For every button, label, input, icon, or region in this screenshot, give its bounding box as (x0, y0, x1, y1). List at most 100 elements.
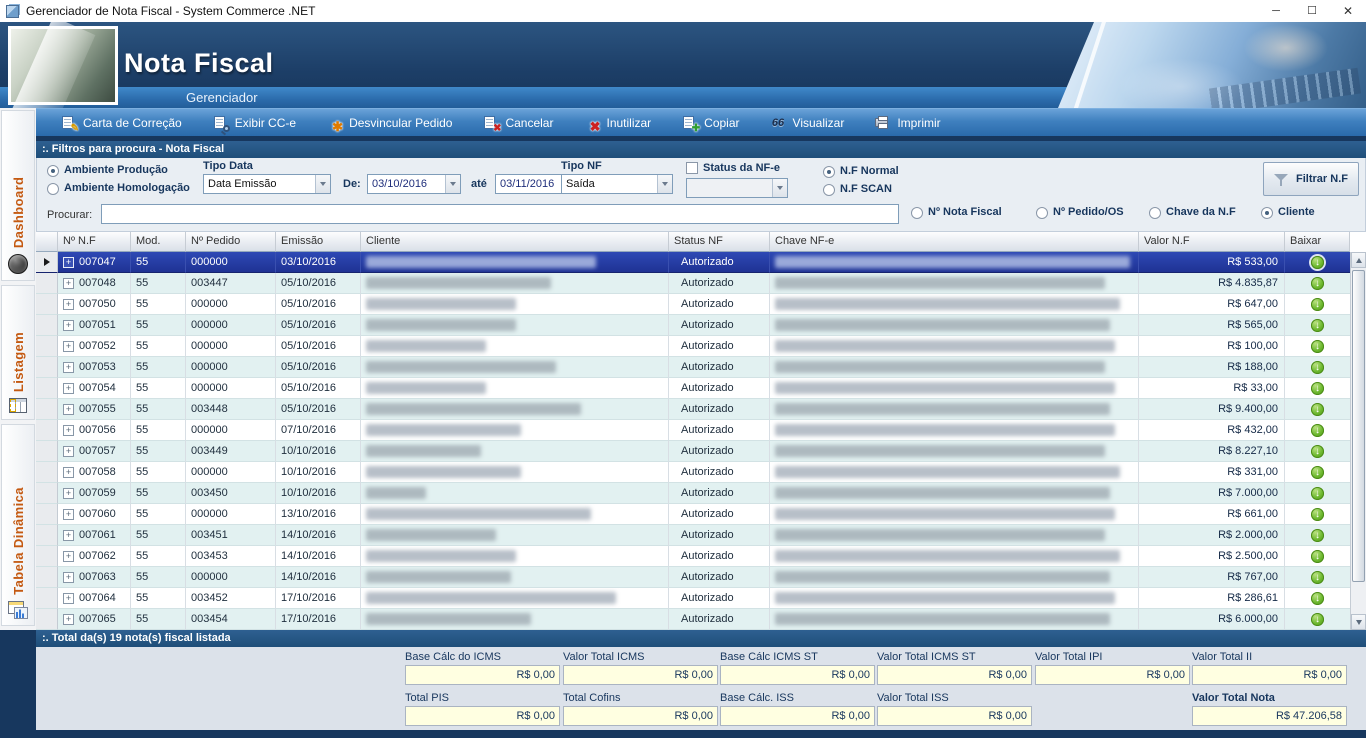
toolbar-button-inutilizar[interactable]: ✖ Inutilizar (575, 112, 663, 134)
radio-search-nota-fiscal[interactable] (911, 207, 923, 219)
chevron-down-icon[interactable] (315, 175, 330, 193)
toolbar-button-copiar[interactable]: ✚ Copiar (673, 112, 751, 134)
download-icon[interactable] (1311, 444, 1324, 458)
column-header-4[interactable]: Emissão (276, 232, 361, 252)
radio-search-chave-nf[interactable] (1149, 207, 1161, 219)
chevron-down-icon[interactable] (445, 175, 460, 193)
radio-search-cliente[interactable] (1261, 207, 1273, 219)
expand-icon[interactable] (63, 361, 74, 373)
download-icon[interactable] (1311, 528, 1324, 542)
radio-nf-normal[interactable] (823, 166, 835, 178)
toolbar-button-desvincular-pedido[interactable]: ✱ Desvincular Pedido (318, 112, 464, 134)
download-icon[interactable] (1311, 612, 1324, 626)
maximize-icon[interactable]: ☐ (1307, 5, 1317, 17)
expand-icon[interactable] (63, 424, 74, 436)
scroll-down-icon[interactable] (1351, 614, 1366, 630)
toolbar-button-exibir-cce[interactable]: Exibir CC-e (204, 112, 308, 134)
download-icon[interactable] (1311, 276, 1324, 290)
close-icon[interactable]: ✕ (1342, 4, 1354, 18)
vertical-scrollbar[interactable] (1350, 252, 1366, 630)
expand-icon[interactable] (63, 382, 74, 394)
download-icon[interactable] (1311, 570, 1324, 584)
radio-search-pedido-os[interactable] (1036, 207, 1048, 219)
column-header-2[interactable]: Mod. (131, 232, 186, 252)
date-from-select[interactable]: 03/10/2016 (367, 174, 461, 194)
column-header-0[interactable] (36, 232, 58, 252)
download-icon[interactable] (1311, 549, 1324, 563)
expand-icon[interactable] (63, 340, 74, 352)
toolbar-button-carta-de-correcao[interactable]: ✎ Carta de Correção (52, 112, 194, 134)
expand-icon[interactable] (63, 466, 74, 478)
toolbar-button-imprimir[interactable]: Imprimir (866, 112, 952, 134)
chevron-down-icon[interactable] (772, 179, 787, 197)
column-header-7[interactable]: Chave NF-e (770, 232, 1139, 252)
download-icon[interactable] (1311, 381, 1324, 395)
minimize-icon[interactable]: ─ (1272, 5, 1280, 17)
expand-icon[interactable] (63, 487, 74, 499)
expand-icon[interactable] (63, 445, 74, 457)
expand-icon[interactable] (63, 319, 74, 331)
download-icon[interactable] (1311, 465, 1324, 479)
expand-icon[interactable] (63, 403, 74, 415)
scroll-up-icon[interactable] (1351, 252, 1366, 268)
download-icon[interactable] (1311, 591, 1324, 605)
chevron-down-icon[interactable] (657, 175, 672, 193)
download-icon[interactable] (1311, 339, 1324, 353)
download-icon[interactable] (1311, 402, 1324, 416)
expand-icon[interactable] (63, 571, 74, 583)
expand-icon[interactable] (63, 550, 74, 562)
expand-icon[interactable] (63, 529, 74, 541)
toolbar-button-visualizar[interactable]: 66 Visualizar (762, 112, 857, 134)
expand-icon[interactable] (63, 613, 74, 625)
filtrar-nf-button[interactable]: Filtrar N.F (1263, 162, 1359, 196)
sidebar-tab-dashboard[interactable]: Dashboard (1, 110, 35, 282)
procurar-input[interactable] (101, 204, 899, 224)
radio-nf-scan[interactable] (823, 184, 835, 196)
column-header-3[interactable]: Nº Pedido (186, 232, 276, 252)
tipo-nf-select[interactable]: Saída (561, 174, 673, 194)
column-header-9[interactable]: Baixar (1285, 232, 1350, 252)
status-nfe-checkbox[interactable] (686, 162, 698, 174)
download-icon[interactable] (1311, 255, 1324, 269)
download-icon[interactable] (1311, 486, 1324, 500)
column-header-8[interactable]: Valor N.F (1139, 232, 1285, 252)
download-icon[interactable] (1311, 360, 1324, 374)
column-header-5[interactable]: Cliente (361, 232, 669, 252)
sidebar-tab-listagem[interactable]: Listagem (1, 285, 35, 421)
download-icon[interactable] (1311, 423, 1324, 437)
column-header-6[interactable]: Status NF (669, 232, 770, 252)
expand-icon[interactable] (63, 256, 74, 268)
expand-icon[interactable] (63, 508, 74, 520)
expand-icon[interactable] (63, 277, 74, 289)
toolbar-button-cancelar[interactable]: ✖ Cancelar (474, 112, 565, 134)
download-icon[interactable] (1311, 507, 1324, 521)
expand-icon[interactable] (63, 298, 74, 310)
tipo-data-select[interactable]: Data Emissão (203, 174, 331, 194)
download-icon[interactable] (1311, 297, 1324, 311)
status-nfe-select[interactable] (686, 178, 788, 198)
download-icon[interactable] (1311, 318, 1324, 332)
scrollbar-thumb[interactable] (1352, 270, 1365, 582)
expand-icon[interactable] (63, 592, 74, 604)
radio-ambiente-producao[interactable] (47, 165, 59, 177)
column-header-1[interactable]: Nº N.F (58, 232, 131, 252)
sidebar-tab-tabela-dinamica[interactable]: Tabela Dinâmica (1, 424, 35, 626)
